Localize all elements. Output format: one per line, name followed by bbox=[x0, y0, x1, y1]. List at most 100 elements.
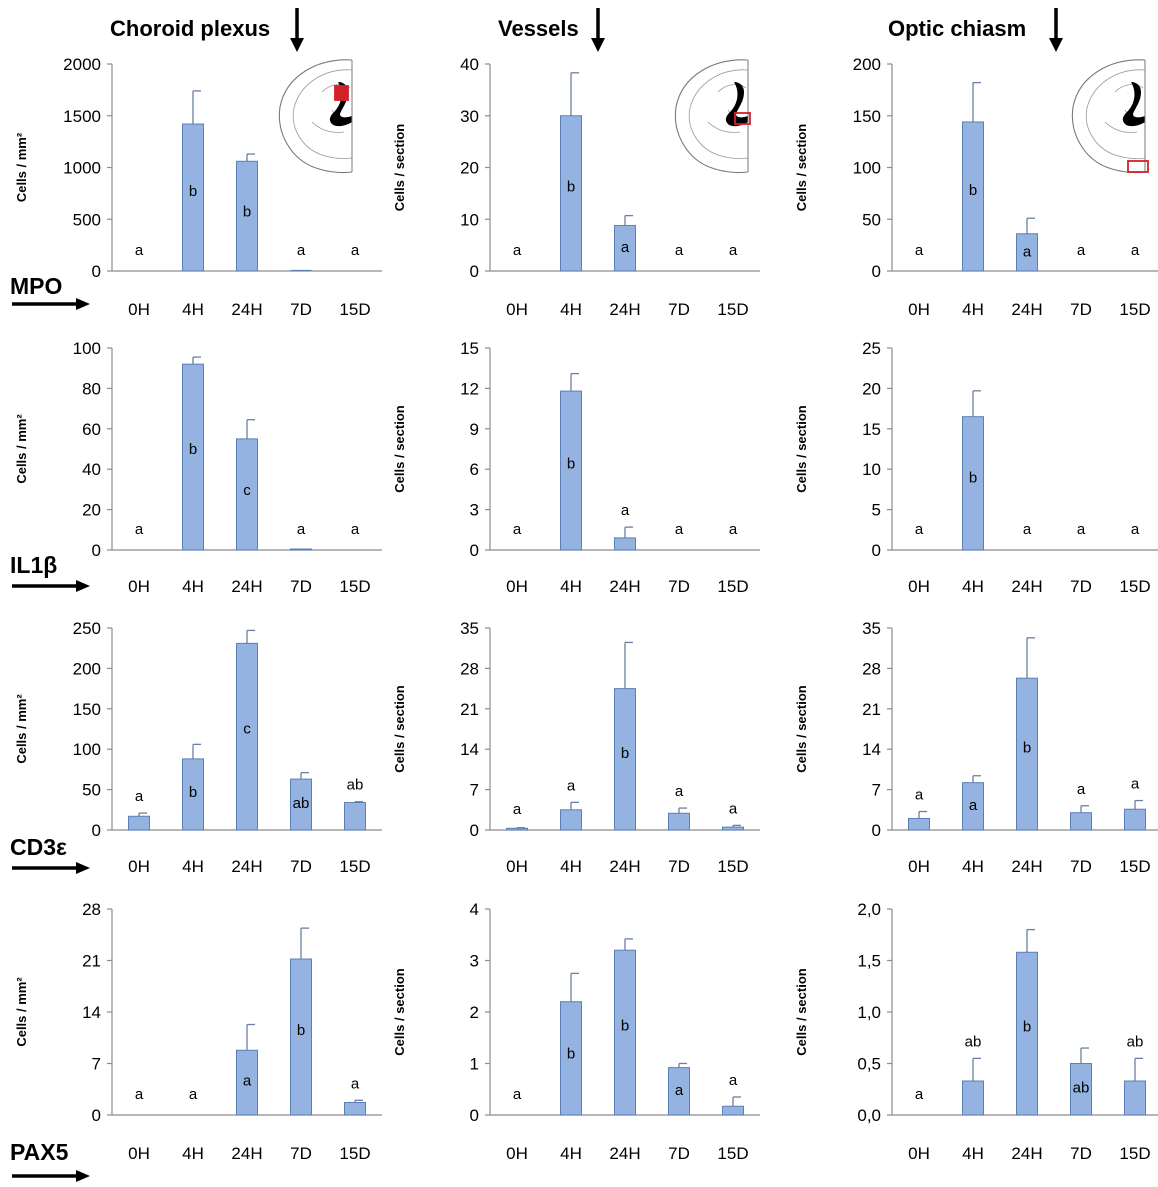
y-tick-label: 3 bbox=[470, 501, 479, 520]
y-tick-label: 20 bbox=[460, 159, 479, 178]
y-tick-label: 21 bbox=[460, 700, 479, 719]
y-tick-label: 0 bbox=[872, 821, 881, 840]
bar-24h bbox=[614, 537, 636, 551]
significance-letter: a bbox=[969, 797, 978, 814]
x-category-label: 24H bbox=[609, 1144, 640, 1163]
x-category-label: 4H bbox=[560, 1144, 582, 1163]
x-category-label: 24H bbox=[609, 300, 640, 319]
significance-letter: a bbox=[729, 242, 738, 259]
y-tick-label: 6 bbox=[470, 460, 479, 479]
y-tick-label: 12 bbox=[460, 379, 479, 398]
significance-letter: ab bbox=[965, 1033, 982, 1050]
x-category-label: 4H bbox=[560, 857, 582, 876]
y-tick-label: 100 bbox=[853, 159, 881, 178]
significance-letter: a bbox=[1131, 521, 1140, 538]
x-category-label: 4H bbox=[962, 1144, 984, 1163]
column-title-vessels: Vessels bbox=[498, 16, 579, 41]
bar-15d bbox=[344, 802, 366, 831]
significance-letter: a bbox=[513, 1086, 522, 1103]
y-tick-label: 500 bbox=[73, 210, 101, 229]
chart-il1-vessels: Cells / section 0 3 6 9 12 15 a 0H b 4H a 24H a 7D a 15D bbox=[392, 339, 760, 596]
x-category-label: 0H bbox=[506, 1144, 528, 1163]
y-tick-label: 0 bbox=[470, 1106, 479, 1125]
bar-7d bbox=[1070, 812, 1092, 831]
y-tick-label: 250 bbox=[73, 619, 101, 638]
y-axis-label: Cells / section bbox=[392, 124, 407, 211]
y-tick-label: 20 bbox=[82, 501, 101, 520]
x-category-label: 15D bbox=[339, 857, 370, 876]
significance-letter: a bbox=[1077, 242, 1086, 259]
right-arrow-icon bbox=[12, 580, 90, 592]
significance-letter: a bbox=[1077, 781, 1086, 798]
down-arrow-icon bbox=[1049, 8, 1063, 52]
x-category-label: 7D bbox=[668, 577, 690, 596]
x-category-label: 7D bbox=[290, 1144, 312, 1163]
significance-letter: b bbox=[1023, 1018, 1031, 1035]
column-title-optic-chiasm: Optic chiasm bbox=[888, 16, 1026, 41]
significance-letter: a bbox=[915, 1086, 924, 1103]
chart-il1-optic-chiasm: Cells / section 0 5 10 15 20 25 a 0H b 4H a 24H a 7D a 1… bbox=[794, 339, 1158, 596]
y-axis-label: Cells / section bbox=[794, 405, 809, 492]
significance-letter: a bbox=[675, 521, 684, 538]
significance-letter: a bbox=[915, 242, 924, 259]
x-category-label: 15D bbox=[339, 300, 370, 319]
x-category-label: 0H bbox=[128, 1144, 150, 1163]
significance-letter: b bbox=[567, 179, 575, 196]
x-category-label: 15D bbox=[717, 300, 748, 319]
x-category-label: 0H bbox=[908, 1144, 930, 1163]
significance-letter: b bbox=[969, 470, 977, 487]
y-tick-label: 30 bbox=[460, 107, 479, 126]
y-tick-label: 1500 bbox=[63, 107, 101, 126]
x-category-label: 0H bbox=[128, 300, 150, 319]
y-tick-label: 0 bbox=[470, 821, 479, 840]
right-arrow-icon bbox=[12, 1170, 90, 1182]
x-category-label: 7D bbox=[1070, 300, 1092, 319]
x-category-label: 15D bbox=[1119, 300, 1150, 319]
x-category-label: 7D bbox=[290, 857, 312, 876]
significance-letter: b bbox=[969, 182, 977, 199]
x-category-label: 24H bbox=[231, 857, 262, 876]
chart-pax5-choroid-plexus: Cells / mm² 0 7 14 21 28 a 0H a 4H a 24H b 7D a 15D bbox=[14, 900, 382, 1163]
y-tick-label: 28 bbox=[862, 659, 881, 678]
significance-letter: a bbox=[135, 1086, 144, 1103]
significance-letter: ab bbox=[1073, 1080, 1090, 1097]
significance-letter: a bbox=[621, 502, 630, 519]
brain-section-inset-icon bbox=[278, 59, 353, 174]
down-arrow-icon bbox=[290, 8, 304, 52]
y-tick-label: 40 bbox=[82, 460, 101, 479]
x-category-label: 15D bbox=[339, 1144, 370, 1163]
significance-letter: b bbox=[1023, 740, 1031, 757]
significance-letter: a bbox=[1077, 521, 1086, 538]
x-category-label: 15D bbox=[717, 857, 748, 876]
x-category-label: 4H bbox=[182, 1144, 204, 1163]
x-category-label: 7D bbox=[668, 300, 690, 319]
y-axis-label: Cells / mm² bbox=[14, 977, 29, 1047]
x-category-label: 24H bbox=[1011, 577, 1042, 596]
y-tick-label: 21 bbox=[862, 700, 881, 719]
y-axis-label: Cells / section bbox=[392, 405, 407, 492]
x-category-label: 15D bbox=[339, 577, 370, 596]
x-category-label: 4H bbox=[962, 577, 984, 596]
x-category-label: 15D bbox=[1119, 857, 1150, 876]
significance-letter: b bbox=[297, 1022, 305, 1039]
significance-letter: a bbox=[513, 521, 522, 538]
chart-cd3-optic-chiasm: Cells / section 0 7 14 21 28 35 a 0H a 4H b 24H a 7D a 1… bbox=[794, 619, 1158, 876]
significance-letter: a bbox=[1023, 244, 1032, 261]
bar-15d bbox=[722, 826, 744, 831]
x-category-label: 4H bbox=[182, 577, 204, 596]
y-tick-label: 2000 bbox=[63, 55, 101, 74]
significance-letter: a bbox=[915, 521, 924, 538]
significance-letter: a bbox=[135, 788, 144, 805]
bar-7d bbox=[668, 812, 690, 831]
y-tick-label: 0 bbox=[92, 1106, 101, 1125]
significance-letter: a bbox=[351, 242, 360, 259]
y-tick-label: 9 bbox=[470, 420, 479, 439]
y-tick-label: 150 bbox=[73, 700, 101, 719]
chart-cd3-vessels: Cells / section 0 7 14 21 28 35 a 0H a 4H b 24H a 7D a 1… bbox=[392, 619, 760, 876]
x-category-label: 4H bbox=[962, 857, 984, 876]
significance-letter: b bbox=[567, 1046, 575, 1063]
y-tick-label: 28 bbox=[82, 900, 101, 919]
y-axis-label: Cells / section bbox=[794, 124, 809, 211]
x-category-label: 0H bbox=[506, 577, 528, 596]
significance-letter: a bbox=[243, 1072, 252, 1089]
